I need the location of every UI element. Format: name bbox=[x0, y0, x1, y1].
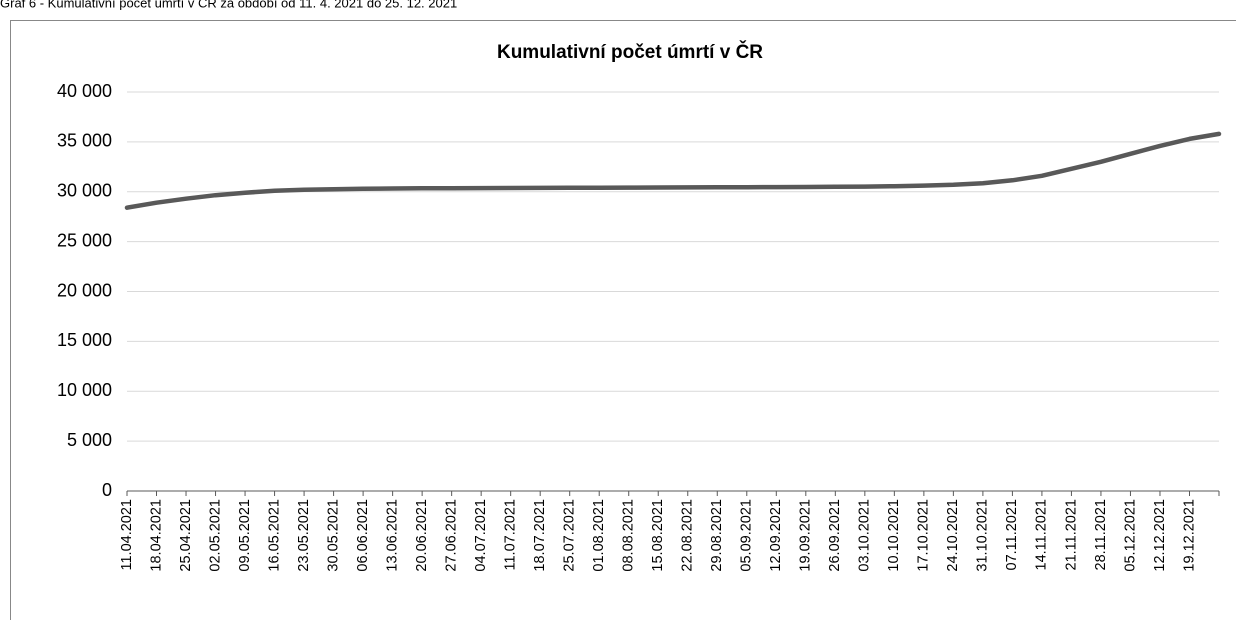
x-tick-label: 13.06.2021 bbox=[384, 499, 400, 572]
x-tick-label: 19.12.2021 bbox=[1181, 499, 1197, 572]
x-tick-label: 26.09.2021 bbox=[827, 499, 843, 572]
x-tick-label: 30.05.2021 bbox=[325, 499, 341, 572]
x-tick-label: 18.04.2021 bbox=[148, 499, 164, 572]
x-tick-label: 25.07.2021 bbox=[562, 499, 578, 572]
x-tick-label: 10.10.2021 bbox=[886, 499, 902, 572]
y-tick-label: 35 000 bbox=[57, 131, 112, 151]
x-tick-label: 05.09.2021 bbox=[739, 499, 755, 572]
y-tick-label: 20 000 bbox=[57, 280, 112, 300]
x-tick-label: 04.07.2021 bbox=[473, 499, 489, 572]
x-tick-label: 07.11.2021 bbox=[1004, 499, 1020, 571]
x-tick-label: 29.08.2021 bbox=[709, 499, 725, 572]
x-tick-label: 23.05.2021 bbox=[296, 499, 312, 572]
data-line bbox=[124, 131, 1222, 210]
y-tick-label: 10 000 bbox=[57, 380, 112, 400]
x-tick-label: 24.10.2021 bbox=[945, 499, 961, 572]
y-tick-label: 40 000 bbox=[57, 81, 112, 101]
x-tick-label: 18.07.2021 bbox=[532, 499, 548, 572]
x-tick-label: 25.04.2021 bbox=[178, 499, 194, 572]
x-tick-label: 03.10.2021 bbox=[857, 499, 873, 572]
x-tick-label: 12.12.2021 bbox=[1152, 499, 1168, 572]
x-tick-label: 11.04.2021 bbox=[119, 499, 135, 571]
x-tick-label: 12.09.2021 bbox=[768, 499, 784, 572]
x-tick-label: 11.07.2021 bbox=[503, 499, 519, 571]
x-tick-label: 17.10.2021 bbox=[916, 499, 932, 572]
x-tick-label: 09.05.2021 bbox=[237, 499, 253, 572]
x-tick-label: 05.12.2021 bbox=[1122, 499, 1138, 572]
chart-frame bbox=[10, 20, 1236, 620]
y-tick-label: 25 000 bbox=[57, 230, 112, 250]
x-tick-label: 01.08.2021 bbox=[591, 499, 607, 572]
x-tick-label: 21.11.2021 bbox=[1063, 499, 1079, 571]
caption: Graf 6 - Kumulativní počet úmrtí v ČR za… bbox=[0, 0, 457, 10]
y-tick-label: 5 000 bbox=[67, 430, 112, 450]
x-tick-label: 08.08.2021 bbox=[621, 499, 637, 572]
x-tick-label: 27.06.2021 bbox=[443, 499, 459, 572]
x-tick-label: 16.05.2021 bbox=[266, 499, 282, 572]
chart-title: Kumulativní počet úmrtí v ČR bbox=[497, 41, 763, 63]
y-tick-label: 30 000 bbox=[57, 181, 112, 201]
x-tick-label: 20.06.2021 bbox=[414, 499, 430, 572]
x-tick-label: 06.06.2021 bbox=[355, 499, 371, 572]
x-tick-label: 22.08.2021 bbox=[680, 499, 696, 572]
y-tick-label: 0 bbox=[102, 480, 112, 500]
x-tick-label: 14.11.2021 bbox=[1034, 499, 1050, 571]
x-tick-label: 02.05.2021 bbox=[207, 499, 223, 572]
x-tick-label: 31.10.2021 bbox=[975, 499, 991, 572]
x-tick-label: 15.08.2021 bbox=[650, 499, 666, 572]
x-tick-label: 28.11.2021 bbox=[1093, 499, 1109, 571]
x-tick-label: 19.09.2021 bbox=[798, 499, 814, 572]
y-tick-label: 15 000 bbox=[57, 330, 112, 350]
